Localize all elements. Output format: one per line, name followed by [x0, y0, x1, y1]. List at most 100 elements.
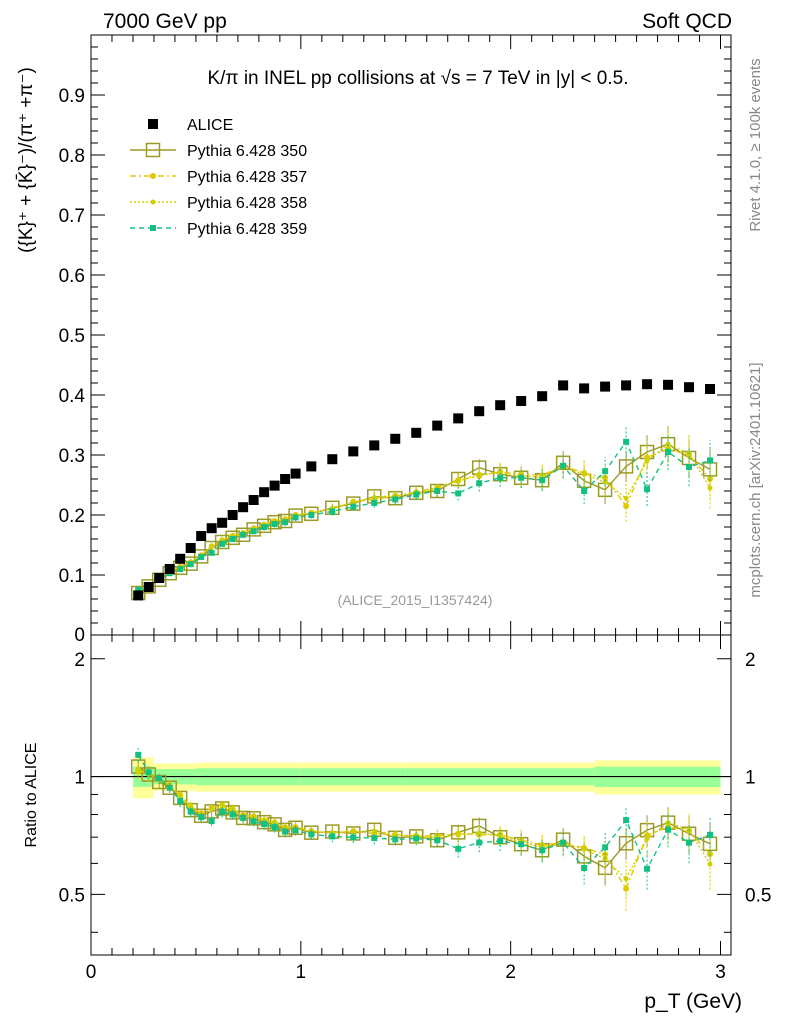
series-alice-point	[206, 523, 217, 534]
series-alice-point	[348, 446, 359, 457]
series-alice-point	[248, 495, 259, 505]
series-pythia-6-428-358-point	[707, 485, 713, 491]
series-alice-point	[164, 564, 175, 574]
series-alice-point	[621, 380, 632, 391]
legend-pythia-6-428-357-marker	[150, 173, 156, 179]
series-pythia-6-428-359-point	[392, 496, 399, 503]
series-pythia-6-428-359-point	[198, 554, 205, 560]
series-alice-point	[600, 381, 611, 392]
series-pythia-6-428-359-ratio-point	[497, 838, 504, 845]
series-pythia-6-428-359-ratio-point	[455, 845, 462, 852]
series-pythia-6-428-358-ratio-point	[371, 828, 377, 834]
main-axes: 0.1 0.2 0.3 0.4 0.5 0.6 0.7 0.8 0.9 0	[59, 35, 731, 646]
series-pythia-6-428-358-ratio-point	[644, 836, 650, 842]
series-pythia-6-428-350-point	[288, 508, 303, 523]
series-pythia-6-428-359-point	[686, 464, 693, 470]
series-alice-point	[259, 487, 270, 498]
series-alice-point	[684, 382, 695, 393]
series-pythia-6-428-359-point	[292, 514, 299, 521]
legend-pythia-6-428-359-marker	[150, 225, 156, 231]
series-alice-point	[432, 420, 443, 431]
series-pythia-6-428-358-ratio-point	[707, 861, 713, 867]
series-pythia-6-428-359-ratio-point	[261, 821, 268, 828]
series-pythia-6-428-359-point	[476, 480, 483, 487]
series-alice-point	[558, 380, 569, 391]
series-alice-point	[516, 396, 527, 406]
main-ylabel: ({K}⁺ + {K̄}⁻)/(π⁺ +π⁻)	[16, 67, 37, 253]
series-alice-point	[238, 502, 249, 513]
xtick-label: 0	[86, 962, 97, 983]
main-ytick-label-zero: 0	[74, 625, 85, 646]
series-pythia-6-428-357-ratio-point	[623, 885, 630, 892]
series-alice-point	[280, 474, 291, 484]
series-pythia-6-428-358-ratio-point	[219, 803, 225, 809]
series-pythia-6-428-359-point	[434, 488, 441, 494]
series-alice-point	[185, 543, 196, 553]
series-pythia-6-428-359-ratio-point	[198, 814, 205, 821]
series-pythia-6-428-358-point	[602, 479, 608, 485]
series-pythia-6-428-350-point	[246, 522, 261, 537]
series-pythia-6-428-359-ratio-point	[350, 834, 357, 841]
series-pythia-6-428-358-line	[137, 443, 711, 595]
series-pythia-6-428-358-point	[455, 478, 461, 484]
xtick-label: 1	[296, 962, 307, 983]
series-alice-point	[290, 468, 301, 479]
series-pythia-6-428-359-point	[665, 449, 672, 455]
series-pythia-6-428-359-point	[455, 490, 462, 497]
series-pythia-6-428-359-point	[497, 474, 504, 481]
series-pythia-6-428-359-point	[261, 524, 268, 530]
series-alice-point	[217, 517, 228, 528]
series-pythia-6-428-358-ratio-point	[455, 832, 461, 838]
ratio-ytick-label: 2	[74, 650, 85, 671]
series-alice-point	[411, 427, 422, 438]
series-pythia-6-428-359-point	[539, 477, 546, 484]
series-alice-point	[537, 391, 548, 402]
series-alice-point	[196, 531, 207, 541]
series-alice-point	[390, 433, 401, 444]
series-pythia-6-428-359-ratio-point	[413, 835, 420, 842]
series-pythia-6-428-359-ratio-point	[135, 751, 142, 758]
series-pythia-6-428-358-ratio-point	[392, 831, 398, 837]
main-ytick-label: 0.3	[59, 446, 85, 467]
series-alice-point	[453, 413, 464, 424]
main-series	[130, 379, 718, 601]
series-alice-point	[306, 461, 317, 472]
series-pythia-6-428-359-ratio-point	[250, 818, 257, 825]
series-pythia-6-428-358-point	[644, 458, 650, 464]
series-pythia-6-428-359-point	[581, 488, 588, 494]
series-pythia-6-428-350-point	[277, 513, 293, 529]
main-ytick-label: 0.5	[59, 326, 85, 347]
series-pythia-6-428-357-point	[623, 503, 630, 509]
series-pythia-6-428-359-ratio-point	[292, 827, 299, 834]
series-pythia-6-428-359-ratio-point	[187, 808, 194, 815]
series-pythia-6-428-359-ratio-point	[518, 841, 525, 848]
series-alice-point	[495, 400, 506, 411]
legend-pythia-6-428-358-label: Pythia 6.428 358	[187, 195, 307, 212]
series-pythia-6-428-358-ratio-point	[497, 833, 503, 839]
xtick-label: 3	[715, 962, 726, 983]
series-pythia-6-428-358-ratio-point	[209, 806, 215, 812]
ratio-frame	[90, 634, 732, 956]
series-pythia-6-428-359-ratio-point	[156, 775, 163, 782]
series-pythia-6-428-359-point	[602, 468, 609, 475]
series-pythia-6-428-358-point	[209, 544, 215, 550]
series-pythia-6-428-359-point	[135, 587, 142, 593]
series-pythia-6-428-350-point	[618, 459, 634, 474]
series-pythia-6-428-359-ratio-point	[434, 837, 441, 844]
series-pythia-6-428-359-point	[623, 438, 630, 445]
series-pythia-6-428-359-point	[308, 512, 315, 518]
series-pythia-6-428-359-ratio-point	[145, 769, 152, 776]
mcplots-label: mcplots.cern.ch [arXiv:2401.10621]	[747, 362, 764, 597]
series-pythia-6-428-358-ratio-point	[623, 876, 629, 882]
series-pythia-6-428-358-ratio-point	[188, 803, 194, 809]
series-pythia-6-428-359-ratio-point	[271, 824, 278, 831]
series-pythia-6-428-358-ratio-point	[476, 830, 482, 836]
series-pythia-6-428-350-ratio-point	[141, 767, 156, 782]
series-pythia-6-428-359-point	[271, 521, 278, 527]
series-alice-point	[705, 384, 716, 394]
series-pythia-6-428-359-ratio-point	[476, 839, 483, 846]
series-alice-point	[154, 573, 165, 583]
ratio-axes: 0.5 0.5 1 1 2 2 0 1 2 3	[59, 635, 771, 983]
series-pythia-6-428-357-point	[602, 474, 609, 481]
